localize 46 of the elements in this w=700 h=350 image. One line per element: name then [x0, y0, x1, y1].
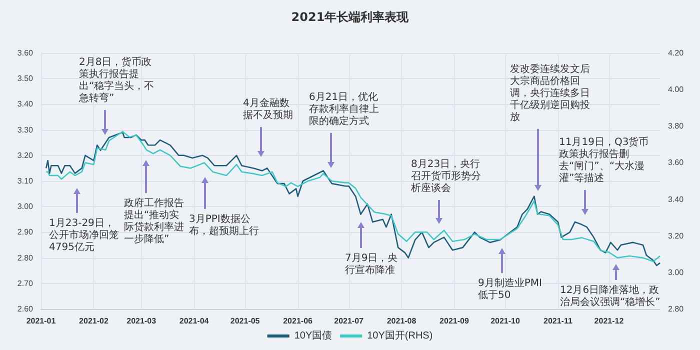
legend-label: 10Y国债 — [294, 330, 332, 342]
y2-tick-label: 3.40 — [668, 194, 684, 204]
annotation: 3月PPI数据公布，超预期上行 — [189, 214, 260, 238]
annotation: 7月9日，央行宣布降准 — [345, 253, 399, 277]
y-tick-label: 3.30 — [17, 125, 34, 134]
x-tick-label: 2021-01 — [26, 316, 56, 326]
annotation: 6月21日，优化存款利率自律上限的确定方式 — [309, 92, 380, 128]
y-tick-label: 3.20 — [17, 150, 34, 160]
y-tick-label: 2.80 — [17, 253, 34, 262]
y-tick-label: 2.60 — [17, 304, 34, 314]
chart-title: 2021年长端利率表现 — [291, 10, 410, 24]
y-tick-label: 2.90 — [17, 228, 34, 237]
y-tick-label: 2.70 — [17, 278, 34, 288]
y2-tick-label: 3.20 — [668, 231, 684, 240]
annotation: 1月23-29日，公开市场净回笼4795亿元 — [49, 218, 120, 254]
annotation: 11月19日，Q3货币政策执行报告删去“闸门”、“大水漫灌”等描述 — [559, 137, 649, 185]
y2-tick-label: 3.60 — [668, 158, 684, 168]
x-tick-label: 2021-11 — [544, 316, 573, 326]
x-tick-label: 2021-08 — [386, 316, 417, 326]
y2-tick-label: 2.80 — [668, 304, 684, 314]
x-tick-label: 2021-06 — [283, 316, 314, 326]
x-tick-label: 2021-07 — [334, 316, 364, 326]
annotation: 2月8日，货币政策执行报告提出“稳字当头，不急转弯” — [79, 57, 156, 105]
y2-tick-label: 4.20 — [668, 48, 684, 58]
y-tick-label: 3.40 — [17, 100, 34, 109]
x-tick-label: 2021-10 — [490, 316, 520, 326]
annotation: 政府工作报告提出“推动实际贷款利率进一步降低” — [124, 198, 185, 246]
y2-tick-label: 3.80 — [668, 122, 684, 131]
annotation: 12月6日降准落地，政治局会议强调“稳增长” — [560, 285, 662, 309]
y-tick-label: 3.00 — [17, 202, 34, 212]
y-tick-label: 3.50 — [17, 74, 34, 84]
x-tick-label: 2021-03 — [126, 316, 157, 326]
legend-label: 10Y国开(RHS) — [367, 330, 433, 342]
x-tick-label: 2021-09 — [440, 316, 470, 326]
annotation: 发改委连续发文后大宗商品价格回调，央行连续多日千亿级别逆回购投放 — [510, 64, 591, 124]
x-tick-label: 2021-12 — [594, 316, 624, 326]
y-tick-label: 3.60 — [17, 48, 34, 58]
y2-tick-label: 4.00 — [668, 85, 684, 94]
y2-tick-label: 3.00 — [668, 268, 684, 277]
annotation: 4月金融数据不及预期 — [243, 98, 294, 122]
x-tick-label: 2021-05 — [230, 316, 260, 326]
annotation: 9月制造业PMI低于50 — [478, 278, 543, 302]
x-tick-label: 2021-04 — [179, 316, 210, 326]
y-tick-label: 3.10 — [17, 176, 34, 186]
annotation: 8月23日，央行召开货币形势分析座谈会 — [411, 159, 482, 195]
x-tick-label: 2021-02 — [79, 316, 109, 326]
